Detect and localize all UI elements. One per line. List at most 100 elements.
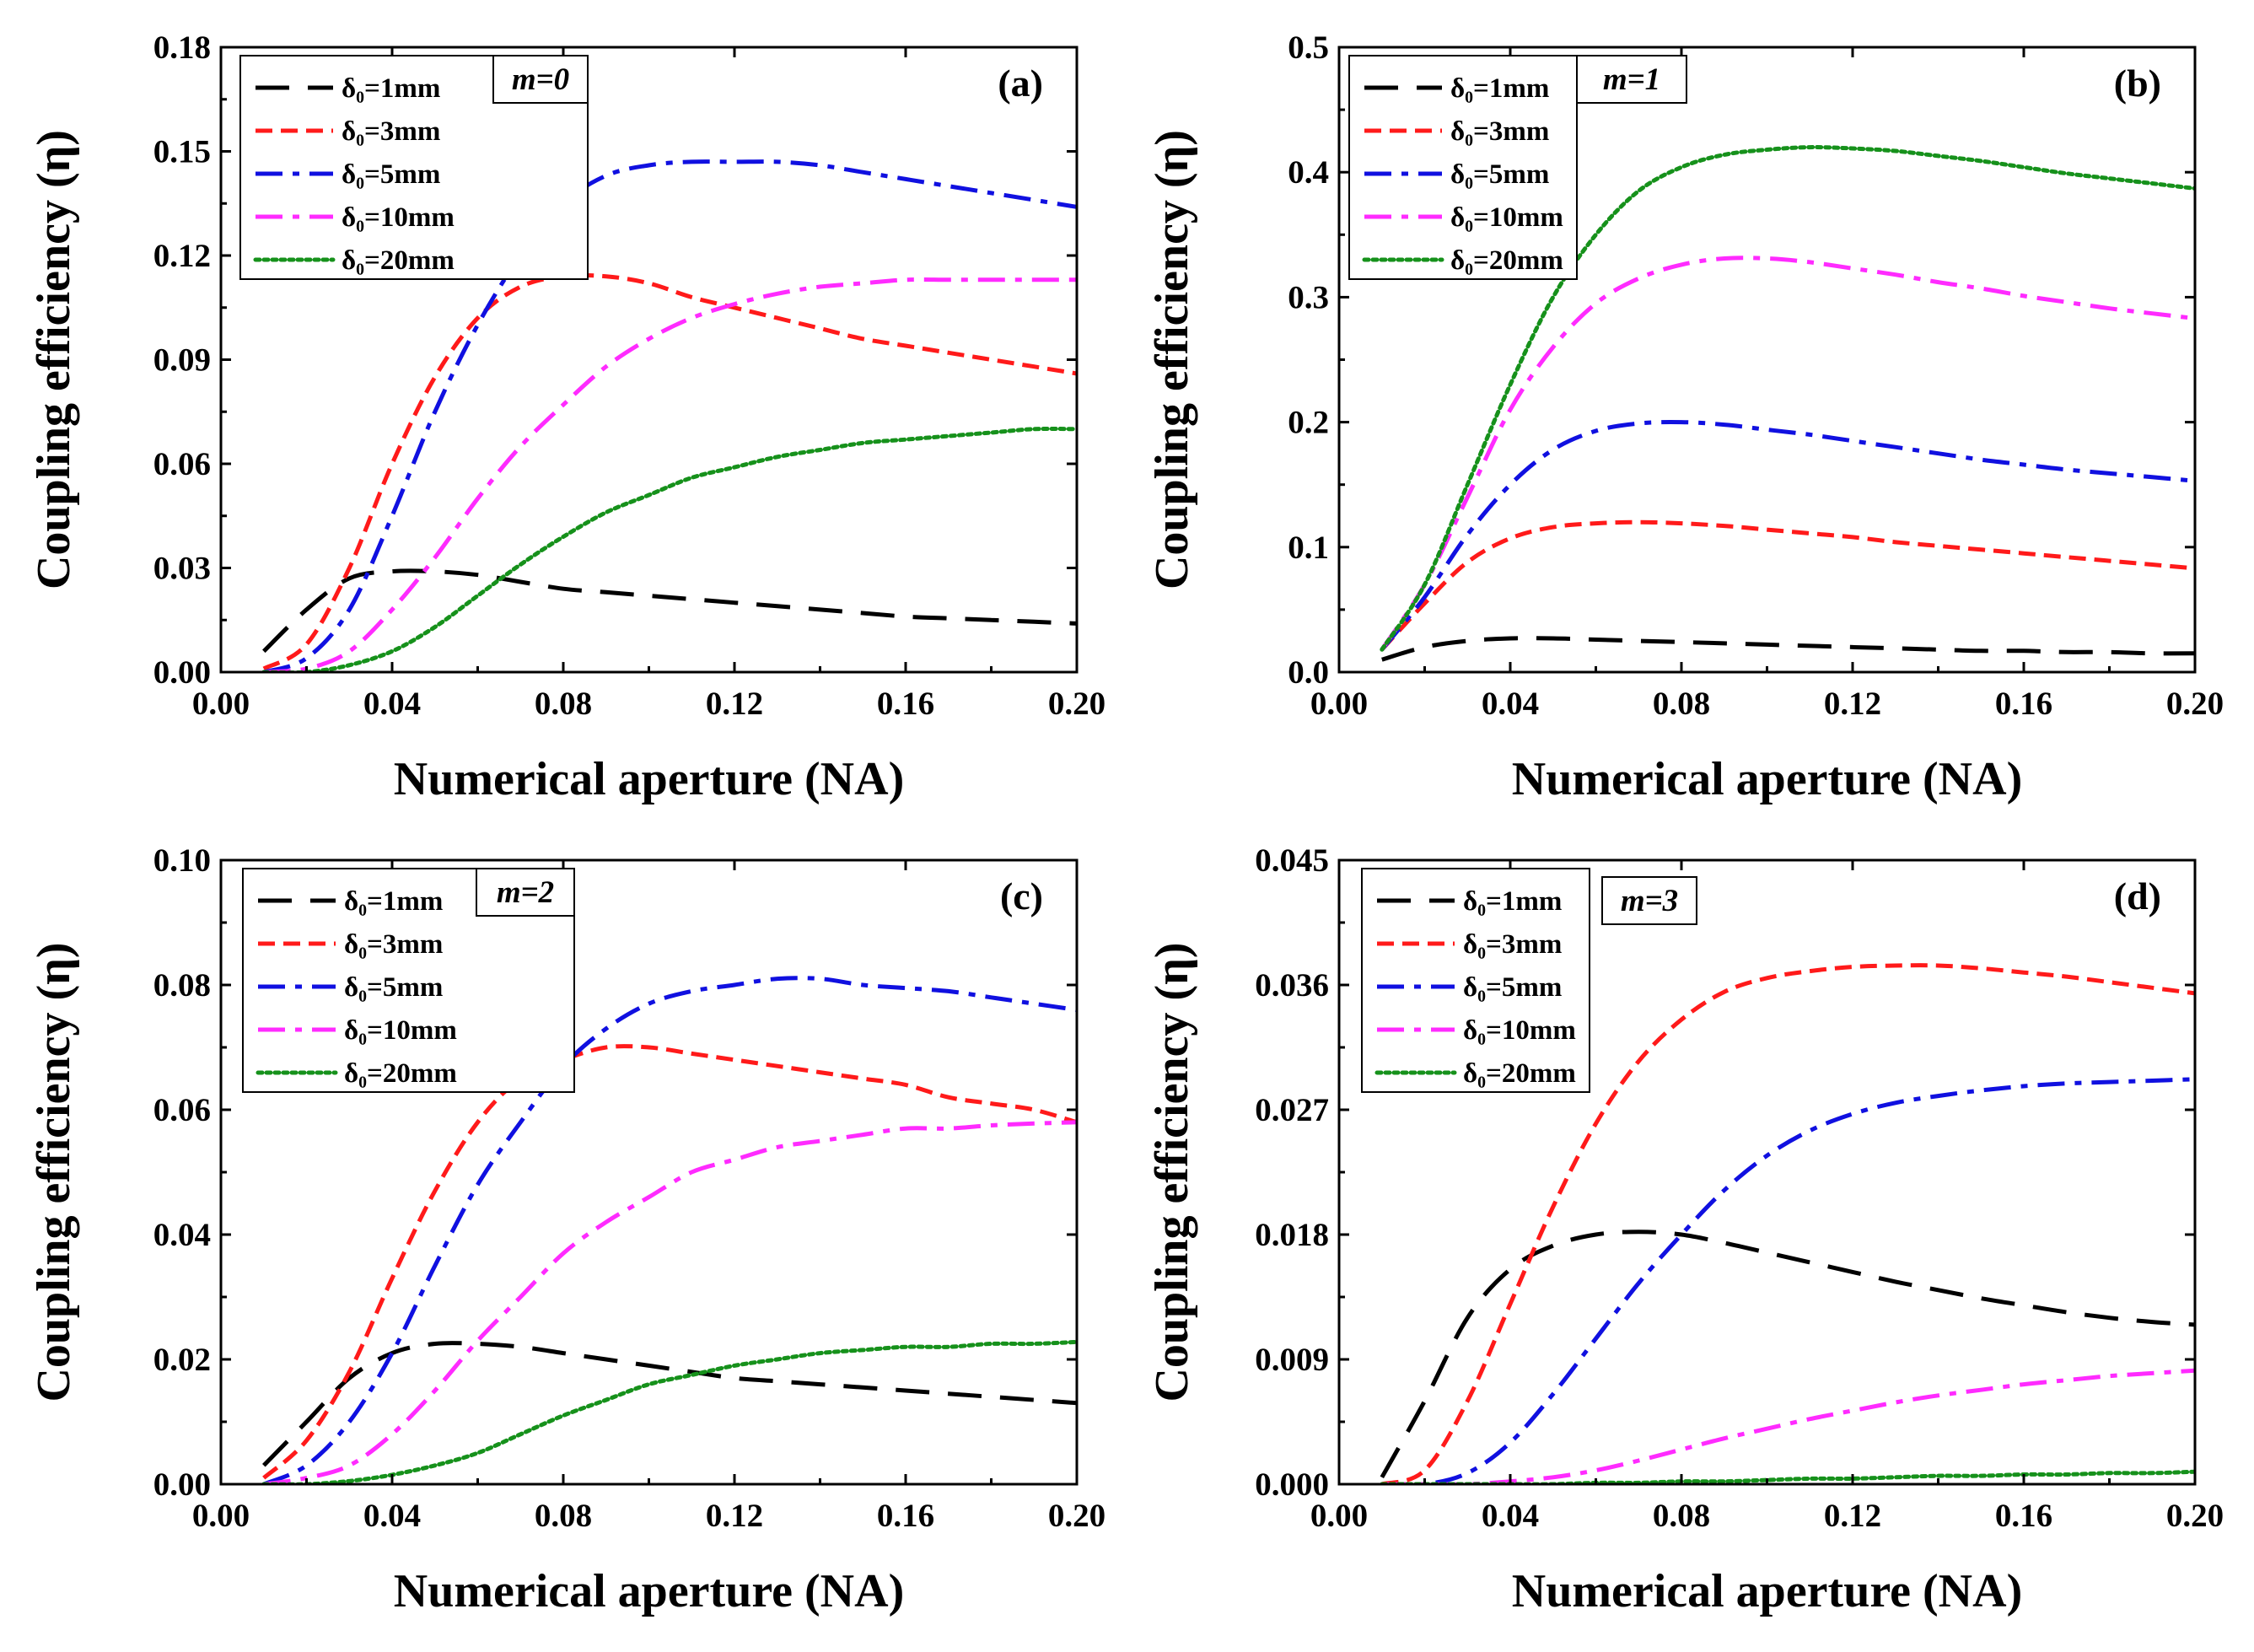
y-tick-label: 0.04 bbox=[153, 1217, 211, 1253]
x-tick-label: 0.00 bbox=[192, 686, 250, 722]
series-line-b-d20 bbox=[1380, 145, 2195, 652]
x-tick-label: 0.16 bbox=[1995, 686, 2052, 722]
legend-label-d3: δ₀=3mm bbox=[344, 929, 443, 960]
y-tick-label: 0.0 bbox=[1288, 654, 1329, 691]
x-axis-title: Numerical aperture (NA) bbox=[1512, 1565, 2022, 1617]
y-tick-label: 0.3 bbox=[1288, 279, 1329, 315]
y-tick-label: 0.12 bbox=[153, 238, 211, 274]
chart-panel-b: 0.00 0.04 0.08 0.12 0.16 0.20 0.0 0.1 0.2 0.3 0.4 0… bbox=[1146, 30, 2224, 805]
legend-label-d20: δ₀=20mm bbox=[1450, 245, 1563, 276]
legend-label-d3: δ₀=3mm bbox=[1463, 929, 1562, 960]
series-line-c-d10 bbox=[263, 1120, 1077, 1484]
x-tick-label: 0.12 bbox=[706, 1498, 763, 1534]
y-axis-title: Coupling efficiency (η) bbox=[1146, 942, 1198, 1402]
series-line-b-d5 bbox=[1380, 420, 2195, 651]
series-line-a-d3 bbox=[262, 272, 1077, 671]
panel-label: (b) bbox=[2114, 62, 2161, 105]
legend-label-d3: δ₀=3mm bbox=[1450, 116, 1549, 147]
y-axis-title: Coupling efficiency (η) bbox=[28, 942, 80, 1402]
x-tick-label: 0.20 bbox=[1048, 1498, 1105, 1534]
y-tick-label: 0.018 bbox=[1255, 1217, 1329, 1253]
y-tick-label: 0.000 bbox=[1255, 1466, 1329, 1503]
x-tick-label: 0.08 bbox=[535, 1498, 592, 1534]
x-axis-title: Numerical aperture (NA) bbox=[1512, 753, 2022, 805]
series-line-c-d1 bbox=[262, 1341, 1077, 1467]
y-tick-label: 0.09 bbox=[153, 342, 211, 379]
y-tick-label: 0.4 bbox=[1288, 154, 1329, 191]
legend-label-d5: δ₀=5mm bbox=[1450, 159, 1549, 190]
mode-label: m=3 bbox=[1621, 884, 1678, 918]
series-line-b-d3 bbox=[1380, 519, 2195, 651]
legend-frame bbox=[1348, 55, 1578, 280]
y-tick-label: 0.00 bbox=[153, 654, 211, 691]
y-tick-label: 0.06 bbox=[153, 1092, 211, 1128]
legend-frame bbox=[1361, 868, 1590, 1093]
x-tick-label: 0.20 bbox=[1048, 686, 1105, 722]
y-axis-title: Coupling efficiency (η) bbox=[28, 130, 80, 589]
series-line-c-d20 bbox=[261, 1339, 1077, 1484]
y-tick-label: 0.06 bbox=[153, 446, 211, 482]
series-group-d bbox=[1380, 963, 2195, 1484]
y-tick-label: 0.1 bbox=[1288, 530, 1329, 566]
legend: δ₀=1mm δ₀=3mm δ₀=5mm δ₀=10mm δ₀=20mm bbox=[1361, 868, 1590, 1093]
panel-label: (a) bbox=[998, 62, 1043, 105]
legend-label-d10: δ₀=10mm bbox=[342, 202, 455, 233]
mode-box bbox=[1601, 876, 1697, 925]
series-group-c bbox=[261, 976, 1077, 1484]
mode-box bbox=[492, 55, 589, 104]
legend-label-d5: δ₀=5mm bbox=[1463, 972, 1562, 1003]
x-tick-label: 0.12 bbox=[1824, 686, 1881, 722]
series-line-b-d10 bbox=[1380, 256, 2195, 651]
chart-panel-d: 0.00 0.04 0.08 0.12 0.16 0.20 0.000 0.009 0.018 0… bbox=[1146, 842, 2224, 1617]
x-tick-label: 0.00 bbox=[1310, 1498, 1368, 1534]
x-tick-label: 0.20 bbox=[2166, 1498, 2224, 1534]
series-line-a-d1 bbox=[262, 568, 1077, 654]
y-tick-label: 0.2 bbox=[1288, 405, 1329, 441]
x-tick-label: 0.08 bbox=[535, 686, 592, 722]
y-tick-label: 0.03 bbox=[153, 551, 211, 587]
series-line-d-d5 bbox=[1381, 1077, 2195, 1484]
x-tick-label: 0.16 bbox=[877, 686, 934, 722]
series-line-a-d5 bbox=[263, 159, 1077, 672]
legend-label-d1: δ₀=1mm bbox=[1450, 73, 1549, 104]
y-tick-label: 0.5 bbox=[1288, 30, 1329, 66]
x-tick-label: 0.08 bbox=[1653, 1498, 1710, 1534]
series-line-d-d3 bbox=[1381, 963, 2195, 1484]
legend-label-d5: δ₀=5mm bbox=[344, 972, 443, 1003]
chart-panel-c: 0.00 0.04 0.08 0.12 0.16 0.20 0.00 0.02 0.04 0.06… bbox=[28, 842, 1105, 1617]
y-axis-title: Coupling efficiency (η) bbox=[1146, 130, 1198, 589]
x-axis-title: Numerical aperture (NA) bbox=[394, 1565, 904, 1617]
legend-label-d1: δ₀=1mm bbox=[1463, 886, 1562, 917]
legend: δ₀=1mm δ₀=3mm δ₀=5mm δ₀=10mm δ₀=20mm bbox=[1348, 55, 1578, 280]
x-axis-title: Numerical aperture (NA) bbox=[394, 753, 904, 805]
series-line-c-d3 bbox=[262, 1044, 1077, 1480]
series-line-d-d10 bbox=[1381, 1368, 2195, 1484]
legend-label-d10: δ₀=10mm bbox=[1450, 202, 1563, 233]
y-tick-label: 0.02 bbox=[153, 1342, 211, 1378]
legend-label-d1: δ₀=1mm bbox=[344, 886, 443, 917]
mode-label: m=0 bbox=[512, 62, 569, 97]
legend-label-d3: δ₀=3mm bbox=[342, 116, 440, 147]
series-line-b-d1 bbox=[1381, 636, 2195, 662]
legend-label-d1: δ₀=1mm bbox=[342, 73, 440, 104]
y-tick-label: 0.036 bbox=[1255, 967, 1329, 1004]
x-tick-label: 0.04 bbox=[363, 686, 421, 722]
mode-label: m=1 bbox=[1603, 62, 1660, 97]
x-tick-label: 0.04 bbox=[1482, 686, 1539, 722]
series-line-c-d5 bbox=[262, 976, 1077, 1484]
y-tick-label: 0.009 bbox=[1255, 1342, 1329, 1378]
legend-label-d20: δ₀=20mm bbox=[344, 1058, 457, 1089]
chart-panel-a: 0.00 0.04 0.08 0.12 0.16 0.20 0.00 0.03 0.06 0.09… bbox=[28, 30, 1105, 805]
series-group-a bbox=[261, 159, 1077, 672]
mode-box bbox=[1576, 55, 1687, 104]
y-tick-label: 0.15 bbox=[153, 134, 211, 170]
y-tick-label: 0.18 bbox=[153, 30, 211, 66]
panel-label: (c) bbox=[1000, 874, 1043, 917]
series-line-d-d1 bbox=[1380, 1230, 2195, 1479]
y-tick-label: 0.10 bbox=[153, 842, 211, 879]
x-tick-label: 0.12 bbox=[706, 686, 763, 722]
x-tick-label: 0.04 bbox=[363, 1498, 421, 1534]
series-line-a-d20 bbox=[261, 426, 1077, 672]
legend-label-d10: δ₀=10mm bbox=[1463, 1015, 1576, 1046]
